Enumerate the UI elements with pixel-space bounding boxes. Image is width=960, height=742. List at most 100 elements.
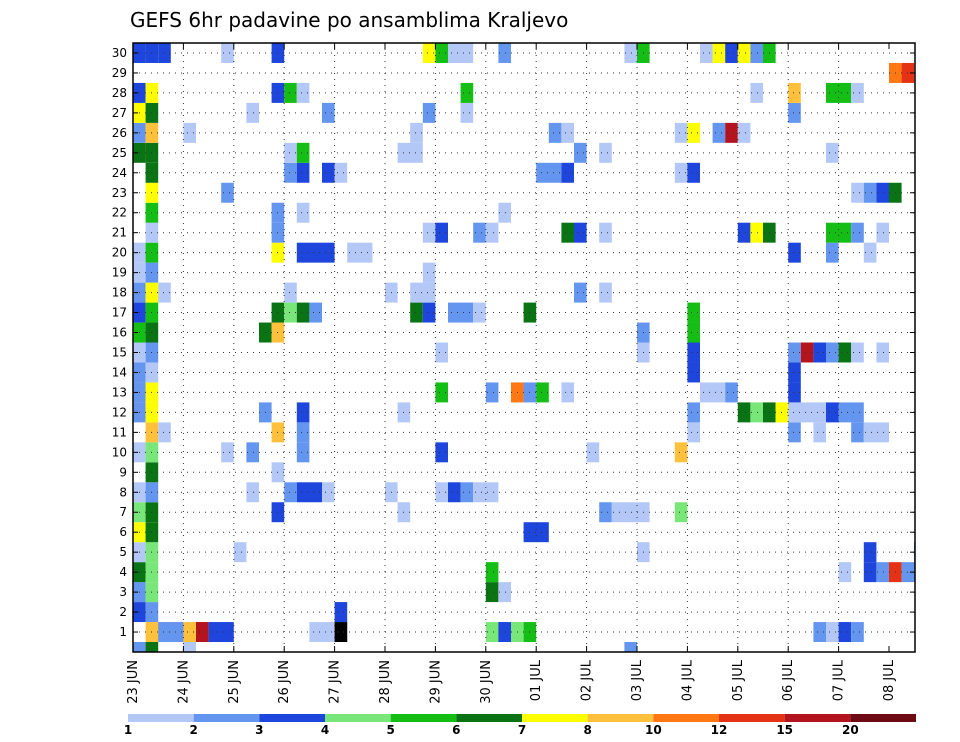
heatmap-cell	[826, 82, 852, 103]
heatmap-cell	[851, 622, 864, 643]
heatmap-cell	[448, 302, 474, 323]
y-tick-label: 10	[112, 445, 127, 459]
y-tick-label: 18	[112, 286, 127, 300]
legend-swatch	[653, 714, 719, 722]
heatmap-cell	[561, 222, 574, 243]
legend-label: 2	[189, 723, 197, 737]
x-tick-label: 25 JUN	[227, 660, 242, 704]
heatmap-cell	[334, 622, 348, 643]
y-tick-label: 8	[119, 485, 127, 499]
x-tick-label: 08 JUL	[882, 659, 897, 701]
heatmap-cell	[410, 282, 436, 303]
y-axis-ticks: 1234567891011121314151617181920212223242…	[112, 46, 915, 639]
y-tick-label: 17	[112, 306, 127, 320]
heatmap-cell	[599, 222, 612, 243]
y-tick-label: 16	[112, 326, 127, 340]
legend-swatch	[390, 714, 457, 722]
heatmap-cell	[876, 222, 889, 243]
x-tick-label: 30 JUN	[479, 660, 494, 704]
heatmap-cell	[322, 162, 335, 183]
heatmap-cell	[309, 302, 322, 323]
heatmap-cell	[460, 82, 474, 103]
heatmap-cell	[460, 102, 474, 123]
heatmap-cell	[296, 242, 335, 263]
heatmap-cell	[422, 102, 436, 123]
heatmap-cell	[233, 542, 247, 563]
y-tick-label: 14	[112, 365, 127, 379]
y-tick-label: 5	[119, 545, 127, 559]
legend-label: 5	[386, 723, 394, 737]
heatmap-cell	[145, 642, 159, 652]
x-tick-label: 04 JUL	[680, 659, 695, 701]
heatmap-cell	[158, 282, 171, 303]
heatmap-cell	[737, 122, 751, 143]
heatmap-cell	[611, 502, 650, 523]
heatmap-cell	[700, 382, 726, 403]
heatmap-cell	[448, 482, 461, 503]
y-tick-label: 29	[112, 66, 127, 80]
heatmap-cell	[435, 382, 448, 403]
heatmap-cell	[498, 622, 511, 643]
heatmap-cell	[876, 562, 889, 583]
heatmap-cell	[296, 302, 310, 323]
x-tick-label: 01 JUL	[529, 659, 544, 701]
heatmap-cell	[687, 422, 700, 443]
heatmap-cell	[284, 482, 297, 503]
heatmap-cell	[737, 222, 751, 243]
heatmap-cell	[284, 302, 297, 323]
heatmap-cell	[813, 622, 826, 643]
heatmap-cell	[473, 482, 499, 503]
heatmap-cell	[158, 422, 171, 443]
heatmap-cell	[599, 282, 612, 303]
color-legend: 1 2 3 4 5 6 7 8 10 12 15 20	[124, 714, 916, 737]
heatmap-cell	[296, 442, 310, 463]
heatmap-cell	[548, 122, 562, 143]
heatmap-cell	[536, 162, 562, 183]
y-tick-label: 12	[112, 405, 127, 419]
plot-frame	[132, 42, 916, 653]
heatmap-cell	[788, 82, 801, 103]
y-tick-label: 3	[119, 585, 127, 599]
x-tick-label: 05 JUL	[731, 659, 746, 701]
x-tick-label: 02 JUL	[580, 659, 595, 701]
heatmap-cell	[322, 482, 335, 503]
y-tick-label: 30	[112, 46, 127, 60]
heatmap-cell	[737, 43, 751, 63]
heatmap-cell	[221, 182, 234, 203]
heatmap-cell	[397, 142, 423, 163]
heatmap-cell	[536, 382, 549, 403]
heatmap-cell	[599, 502, 612, 523]
heatmap-cell	[838, 402, 864, 423]
heatmap-cell	[851, 182, 864, 203]
heatmap-cell	[246, 442, 259, 463]
heatmap-cell	[788, 342, 801, 363]
legend-swatch	[259, 714, 325, 722]
heatmap-cell	[422, 43, 436, 63]
heatmap-cell	[561, 382, 574, 403]
heatmap-cell	[561, 122, 574, 143]
heatmap-cell	[788, 362, 801, 383]
legend-swatch	[522, 714, 588, 722]
x-tick-label: 27 JUN	[328, 660, 343, 704]
legend-swatch	[325, 714, 391, 722]
heatmap-cell	[158, 622, 184, 643]
heatmap-cell	[460, 482, 474, 503]
heatmap-cell	[863, 182, 877, 203]
heatmap-cell	[410, 122, 423, 143]
legend-label: 20	[842, 723, 859, 737]
heatmap-cell	[296, 422, 310, 443]
heatmap-cell	[574, 282, 587, 303]
legend-swatch	[784, 714, 851, 722]
x-tick-label: 28 JUN	[378, 660, 393, 704]
heatmap-cell	[687, 362, 700, 383]
heatmap-cell	[246, 102, 259, 123]
heatmap-cell	[498, 43, 511, 63]
heatmap-cell	[448, 43, 474, 63]
heatmap-cell	[826, 402, 839, 423]
legend-swatch	[850, 714, 916, 722]
x-tick-label: 03 JUL	[630, 659, 645, 701]
y-tick-label: 25	[112, 146, 127, 160]
legend-swatch	[587, 714, 654, 722]
heatmap-cell	[624, 642, 637, 652]
heatmap-cell	[422, 302, 436, 323]
